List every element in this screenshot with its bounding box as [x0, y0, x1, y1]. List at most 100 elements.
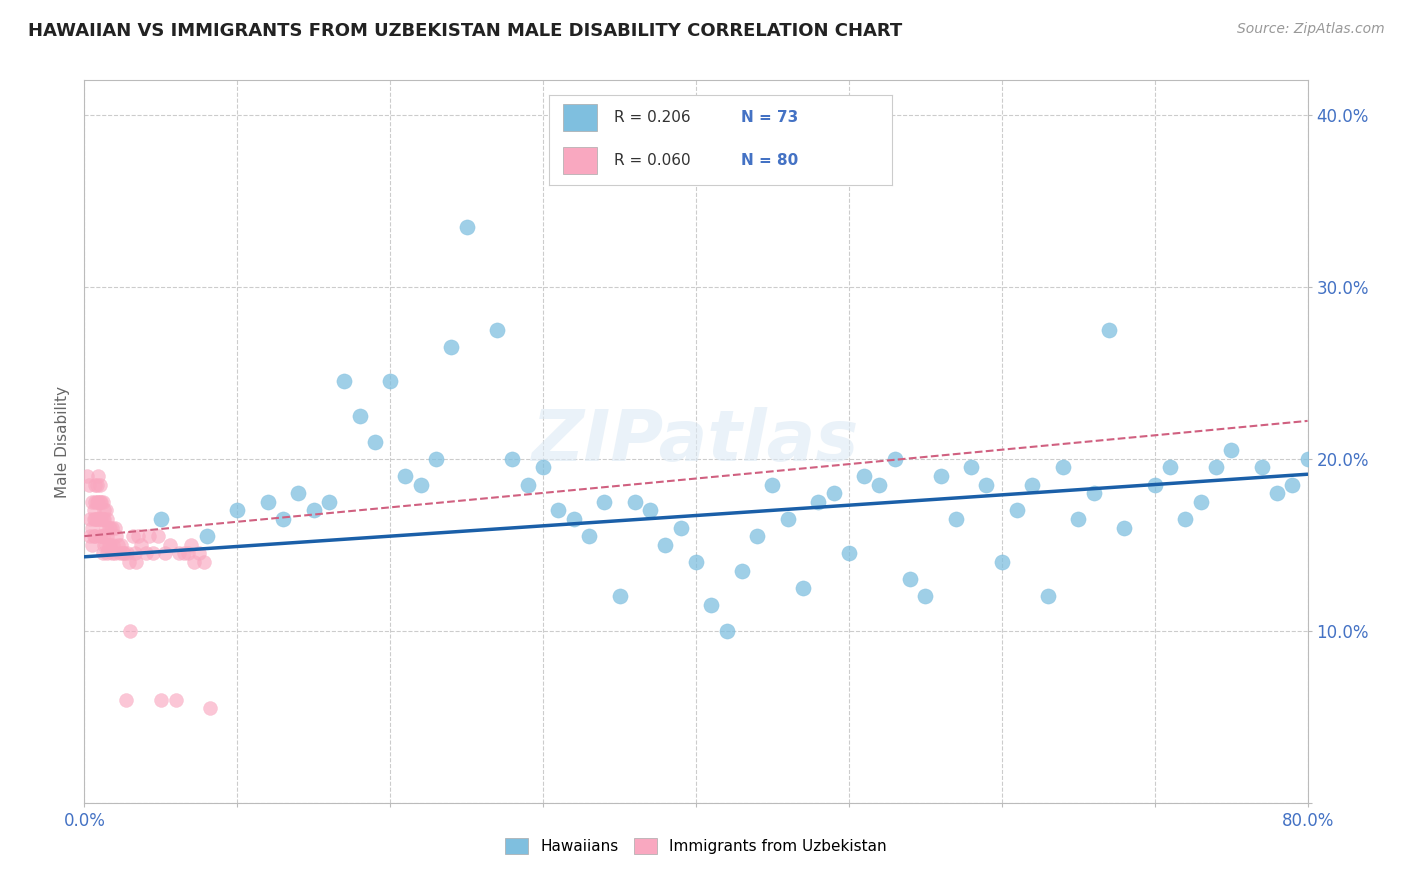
Point: [869, 477, 891, 491]
Point: [96, 529, 118, 543]
Point: [173, 546, 195, 560]
Point: [90, 494, 112, 508]
Point: [86, 512, 108, 526]
Point: [807, 494, 830, 508]
Point: [792, 581, 814, 595]
Point: [96, 512, 118, 526]
Text: ZIPatlas: ZIPatlas: [533, 407, 859, 476]
Point: [1098, 323, 1121, 337]
Point: [425, 451, 447, 466]
Point: [195, 529, 218, 543]
Point: [1265, 486, 1288, 500]
Point: [101, 520, 124, 534]
Point: [180, 538, 202, 552]
Point: [77, 477, 100, 491]
Point: [90, 512, 112, 526]
Point: [1327, 451, 1350, 466]
Point: [1358, 477, 1381, 491]
Text: HAWAIIAN VS IMMIGRANTS FROM UZBEKISTAN MALE DISABILITY CORRELATION CHART: HAWAIIAN VS IMMIGRANTS FROM UZBEKISTAN M…: [28, 22, 903, 40]
Point: [93, 512, 115, 526]
Point: [91, 529, 114, 543]
Point: [177, 546, 200, 560]
Point: [84, 494, 107, 508]
Point: [87, 494, 110, 508]
Point: [79, 529, 101, 543]
Point: [188, 546, 211, 560]
Point: [193, 555, 215, 569]
Point: [159, 538, 181, 552]
Point: [226, 503, 249, 517]
Point: [91, 546, 114, 560]
Point: [1052, 460, 1074, 475]
Point: [609, 590, 631, 604]
Point: [104, 520, 127, 534]
Point: [440, 340, 463, 354]
Point: [86, 477, 108, 491]
Point: [333, 375, 356, 389]
Point: [135, 546, 157, 560]
Point: [125, 555, 148, 569]
Point: [91, 494, 114, 508]
Point: [1281, 477, 1303, 491]
Point: [90, 529, 112, 543]
Point: [94, 503, 117, 517]
Point: [853, 469, 876, 483]
Point: [1114, 520, 1136, 534]
Point: [84, 529, 107, 543]
Point: [1343, 469, 1365, 483]
Y-axis label: Male Disability: Male Disability: [55, 385, 70, 498]
Point: [93, 538, 115, 552]
Point: [111, 546, 134, 560]
Point: [114, 692, 136, 706]
Point: [1250, 460, 1272, 475]
Point: [486, 323, 509, 337]
Point: [883, 451, 905, 466]
Point: [89, 477, 111, 491]
Point: [547, 503, 569, 517]
Point: [287, 486, 309, 500]
Point: [562, 512, 585, 526]
Point: [716, 624, 738, 638]
Point: [118, 555, 141, 569]
Point: [138, 529, 160, 543]
Point: [127, 529, 149, 543]
Point: [149, 692, 172, 706]
Point: [79, 512, 101, 526]
Point: [115, 546, 138, 560]
Point: [83, 529, 105, 543]
Point: [380, 375, 402, 389]
Point: [146, 529, 169, 543]
Point: [1312, 469, 1334, 483]
Point: [898, 572, 921, 586]
Point: [1159, 460, 1181, 475]
Point: [776, 512, 799, 526]
Point: [96, 546, 118, 560]
Point: [409, 477, 432, 491]
Point: [80, 494, 103, 508]
Point: [120, 624, 142, 638]
Point: [76, 469, 98, 483]
Point: [531, 460, 554, 475]
Point: [456, 219, 478, 234]
Point: [103, 538, 125, 552]
Point: [685, 555, 707, 569]
Point: [83, 512, 105, 526]
Point: [124, 546, 146, 560]
Point: [838, 546, 860, 560]
Point: [91, 512, 114, 526]
Point: [98, 520, 121, 534]
Point: [198, 701, 221, 715]
Point: [149, 512, 172, 526]
Point: [1174, 512, 1197, 526]
Point: [747, 529, 769, 543]
Legend: Hawaiians, Immigrants from Uzbekistan: Hawaiians, Immigrants from Uzbekistan: [499, 832, 893, 860]
Point: [1296, 451, 1319, 466]
Point: [97, 520, 120, 534]
Point: [257, 494, 280, 508]
Point: [302, 503, 325, 517]
Point: [98, 538, 121, 552]
Point: [945, 512, 967, 526]
Point: [1220, 443, 1243, 458]
Point: [80, 538, 103, 552]
Point: [1021, 477, 1043, 491]
